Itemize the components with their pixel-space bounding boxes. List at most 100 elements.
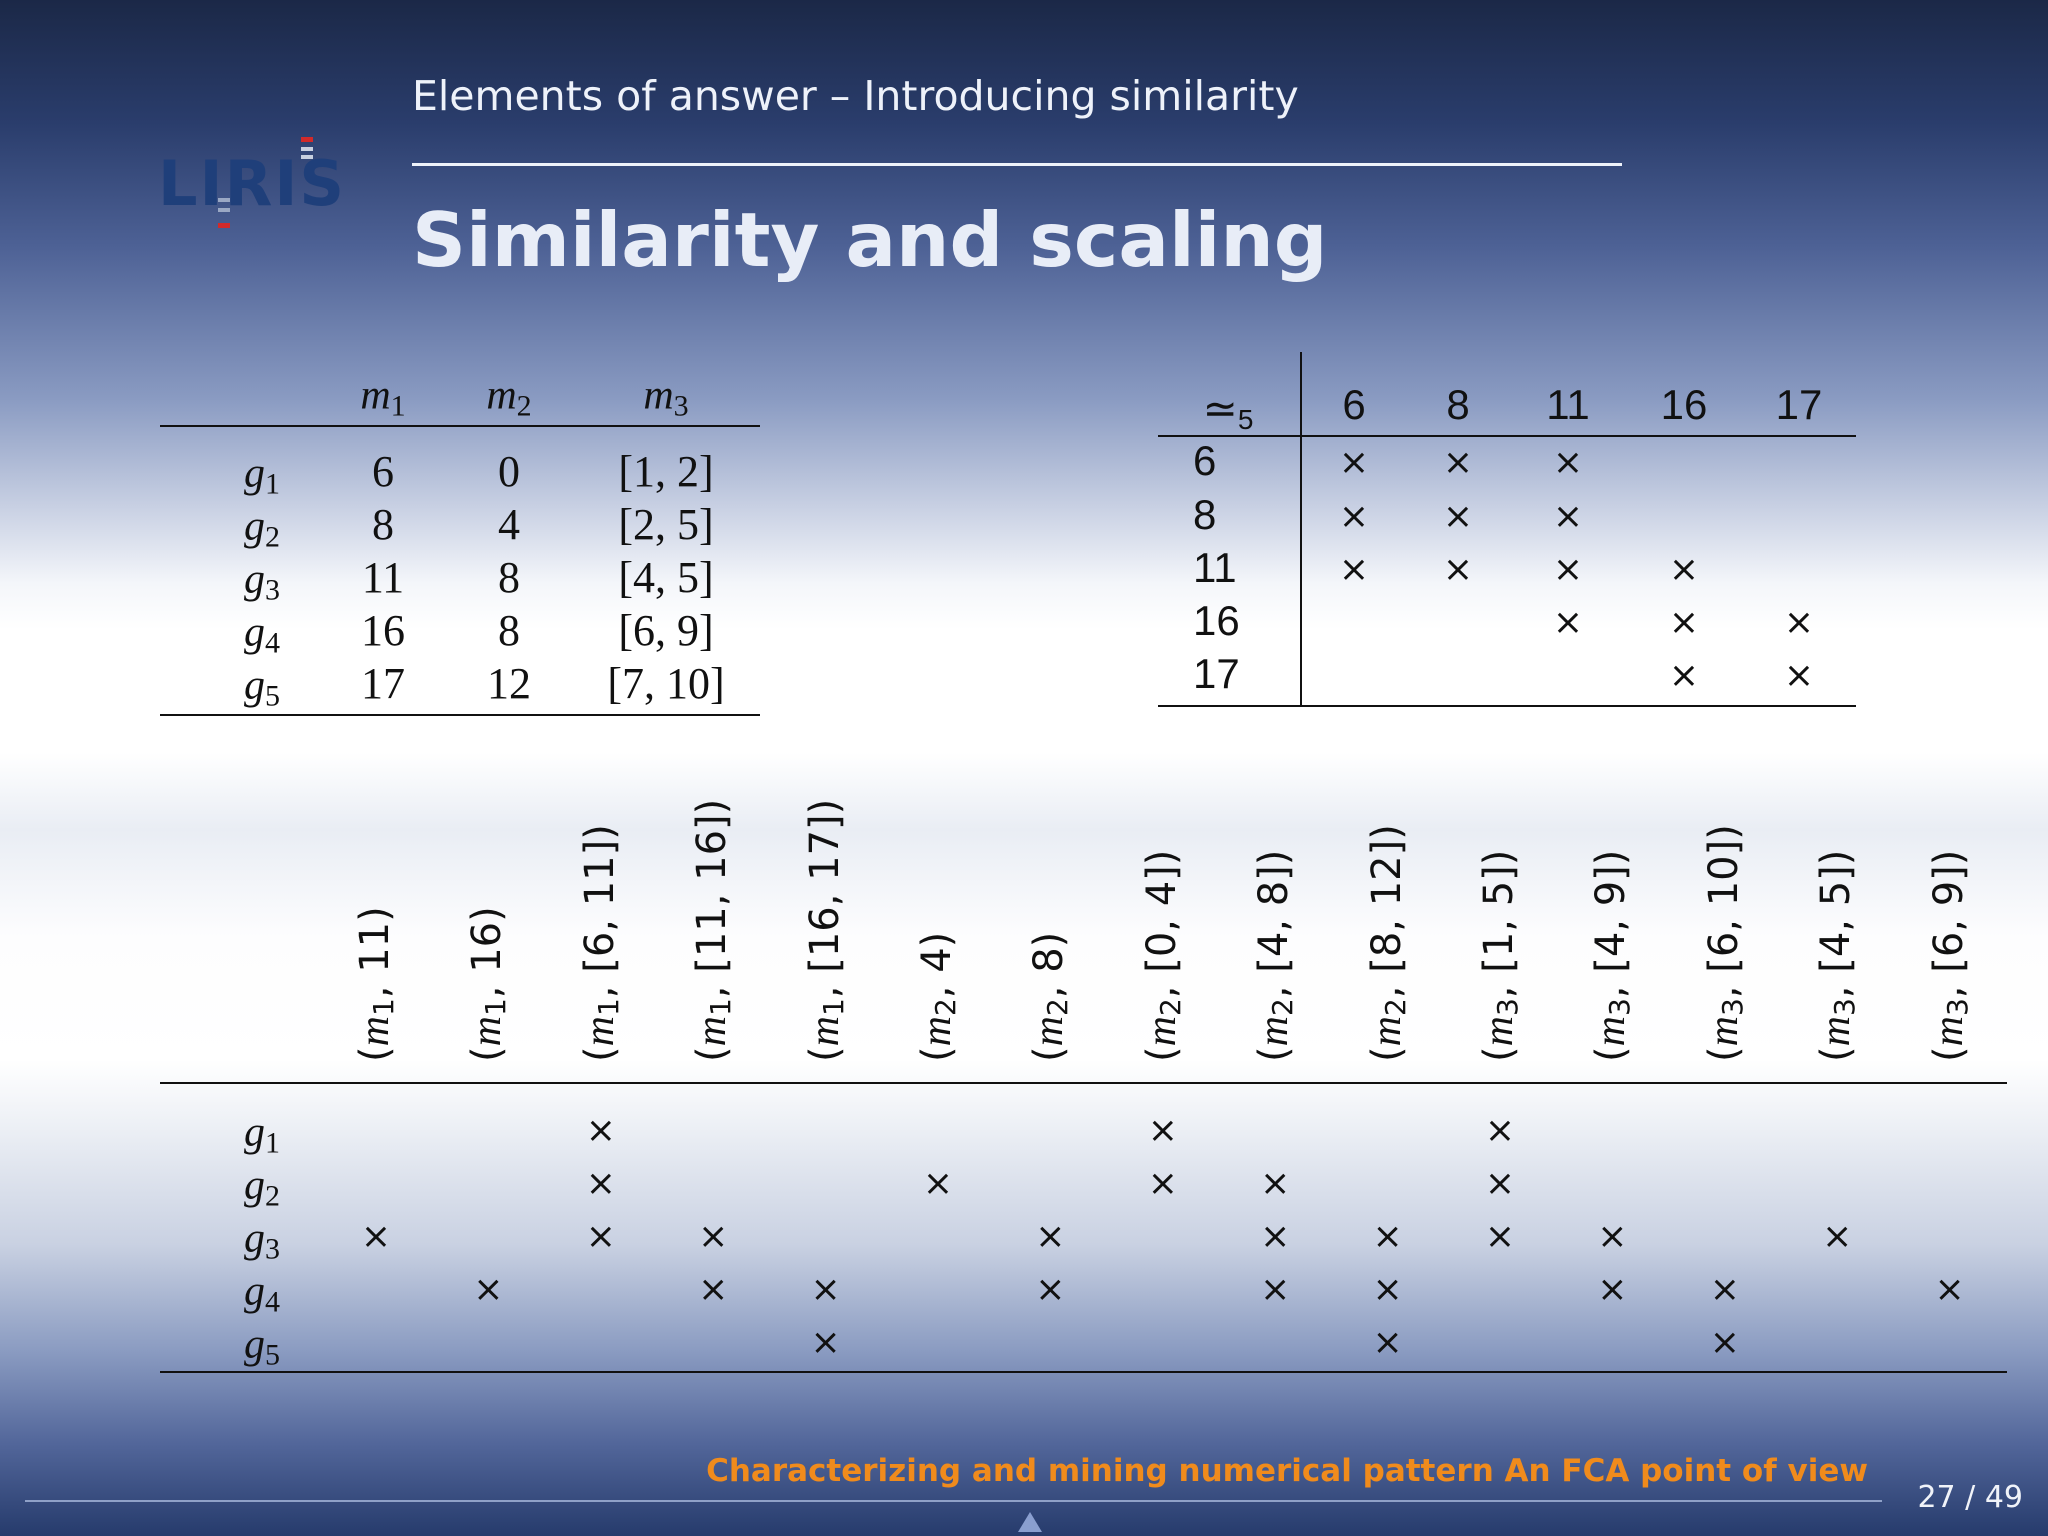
cell-g3-m2: 8 [498, 553, 520, 602]
context-mark-g4-5: × [810, 1269, 841, 1310]
row-label-g5: g5 [244, 662, 280, 713]
sim-mark-17-16: × [1668, 655, 1700, 696]
footer-rule [25, 1500, 1882, 1502]
navigation-arrow-icon[interactable] [1018, 1512, 1042, 1532]
sim-mark-11-6: × [1338, 549, 1370, 590]
svg-text:LIRIS: LIRIS [158, 147, 346, 220]
footer-presentation-title: Characterizing and mining numerical patt… [706, 1453, 1868, 1489]
sim-rule-top [1158, 435, 1856, 437]
cell-g5-m2: 12 [487, 659, 531, 708]
context-mark-g4-12: × [1597, 1269, 1628, 1310]
attribute-header-4: (m1, [11, 16]) [689, 798, 738, 1062]
sim-column-header-11: 11 [1546, 381, 1590, 428]
context-mark-g2-6: × [922, 1163, 954, 1204]
sim-column-header-6: 6 [1342, 381, 1366, 428]
title-rule [412, 163, 1622, 166]
cell-g5-m1: 17 [361, 659, 405, 708]
attribute-header-7: (m2, 8) [1026, 931, 1075, 1062]
sim-mark-8-11: × [1552, 496, 1584, 537]
row-label-g2: g2 [244, 503, 280, 554]
attribute-header-10: (m2, [8, 12]) [1363, 824, 1412, 1062]
sim-rule-bottom [1158, 705, 1856, 707]
context-mark-g2-8: × [1147, 1163, 1178, 1204]
attribute-header-5: (m1, [16, 17]) [801, 798, 850, 1062]
context-mark-g4-15: × [1934, 1269, 1965, 1310]
sim-row-label-11: 11 [1193, 544, 1237, 591]
table-rule-top [160, 425, 760, 427]
context-mark-g5-5: × [810, 1322, 841, 1363]
attribute-header-13: (m3, [6, 10]) [1700, 824, 1749, 1062]
sim-mark-11-11: × [1552, 549, 1584, 590]
sim-row-label-6: 6 [1193, 437, 1217, 484]
sim-row-label-8: 8 [1193, 491, 1217, 538]
context-mark-g3-1: × [360, 1216, 392, 1257]
attribute-header-3: (m1, [6, 11]) [576, 824, 625, 1062]
cell-g1-m2: 0 [498, 447, 520, 496]
sim-mark-6-11: × [1552, 442, 1584, 483]
context-mark-g1-8: × [1147, 1110, 1178, 1151]
context-rule-bottom [160, 1371, 2007, 1373]
context-row-label-g3: g3 [244, 1215, 280, 1266]
attribute-header-6: (m2, 4) [914, 931, 962, 1062]
cell-g2-m3: [2, 5] [618, 500, 714, 549]
sim-column-header-16: 16 [1660, 381, 1708, 428]
context-mark-g3-12: × [1597, 1216, 1628, 1257]
sim-mark-8-6: × [1338, 496, 1370, 537]
sim-row-label-17: 17 [1193, 650, 1240, 697]
context-mark-g2-11: × [1484, 1163, 1516, 1204]
context-rule-top [160, 1082, 2007, 1084]
sim-mark-8-8: × [1442, 496, 1474, 537]
column-header-m2: m2 [486, 372, 532, 423]
attribute-header-8: (m2, [0, 4]) [1138, 849, 1187, 1062]
column-header-m1: m1 [360, 372, 406, 423]
context-row-label-g5: g5 [244, 1321, 280, 1372]
context-mark-g2-3: × [585, 1163, 616, 1204]
context-mark-g4-10: × [1372, 1269, 1403, 1310]
column-header-m3: m3 [643, 372, 689, 423]
row-label-g1: g1 [244, 450, 280, 501]
context-mark-g3-10: × [1372, 1216, 1403, 1257]
page-number: 27 / 49 [1917, 1480, 2023, 1515]
attribute-header-14: (m3, [4, 5]) [1813, 849, 1862, 1062]
context-mark-g3-7: × [1035, 1216, 1066, 1257]
context-mark-g3-9: × [1260, 1216, 1291, 1257]
attribute-header-15: (m3, [6, 9]) [1925, 849, 1974, 1062]
cell-g3-m3: [4, 5] [618, 553, 714, 602]
sim-column-header-8: 8 [1446, 381, 1470, 428]
context-mark-g3-4: × [698, 1216, 729, 1257]
context-mark-g4-2: × [473, 1269, 504, 1310]
context-mark-g1-3: × [585, 1110, 616, 1151]
context-mark-g3-14: × [1822, 1216, 1853, 1257]
sim-mark-16-17: × [1783, 602, 1815, 643]
sim-mark-11-8: × [1442, 549, 1474, 590]
attribute-header-11: (m3, [1, 5]) [1476, 849, 1524, 1062]
cell-g1-m3: [1, 2] [618, 447, 714, 496]
context-mark-g4-7: × [1035, 1269, 1066, 1310]
cell-g4-m1: 16 [361, 606, 405, 655]
attribute-header-9: (m2, [4, 8]) [1251, 849, 1300, 1062]
sim-mark-6-8: × [1442, 442, 1474, 483]
context-row-label-g1: g1 [244, 1109, 280, 1160]
context-mark-g4-13: × [1709, 1269, 1740, 1310]
row-label-g4: g4 [244, 609, 280, 660]
context-mark-g2-9: × [1260, 1163, 1291, 1204]
row-label-g3: g3 [244, 556, 280, 607]
context-row-label-g4: g4 [244, 1268, 280, 1319]
cell-g1-m1: 6 [372, 447, 394, 496]
context-mark-g5-10: × [1372, 1322, 1403, 1363]
cell-g2-m1: 8 [372, 500, 394, 549]
context-mark-g5-13: × [1709, 1322, 1740, 1363]
context-mark-g3-11: × [1484, 1216, 1516, 1257]
context-mark-g3-3: × [585, 1216, 616, 1257]
liris-logo: LIRIS [158, 137, 346, 228]
cell-g2-m2: 4 [498, 500, 520, 549]
cell-g4-m2: 8 [498, 606, 520, 655]
attribute-header-1: (m1, 11) [352, 906, 400, 1062]
cell-g5-m3: [7, 10] [607, 659, 725, 708]
sim-mark-16-16: × [1668, 602, 1700, 643]
section-title: Elements of answer – Introducing similar… [412, 72, 1299, 120]
attribute-header-12: (m3, [4, 9]) [1588, 849, 1637, 1062]
sim-row-label-16: 16 [1193, 597, 1240, 644]
sim-rule-vertical [1300, 352, 1302, 707]
context-mark-g1-11: × [1484, 1110, 1516, 1151]
